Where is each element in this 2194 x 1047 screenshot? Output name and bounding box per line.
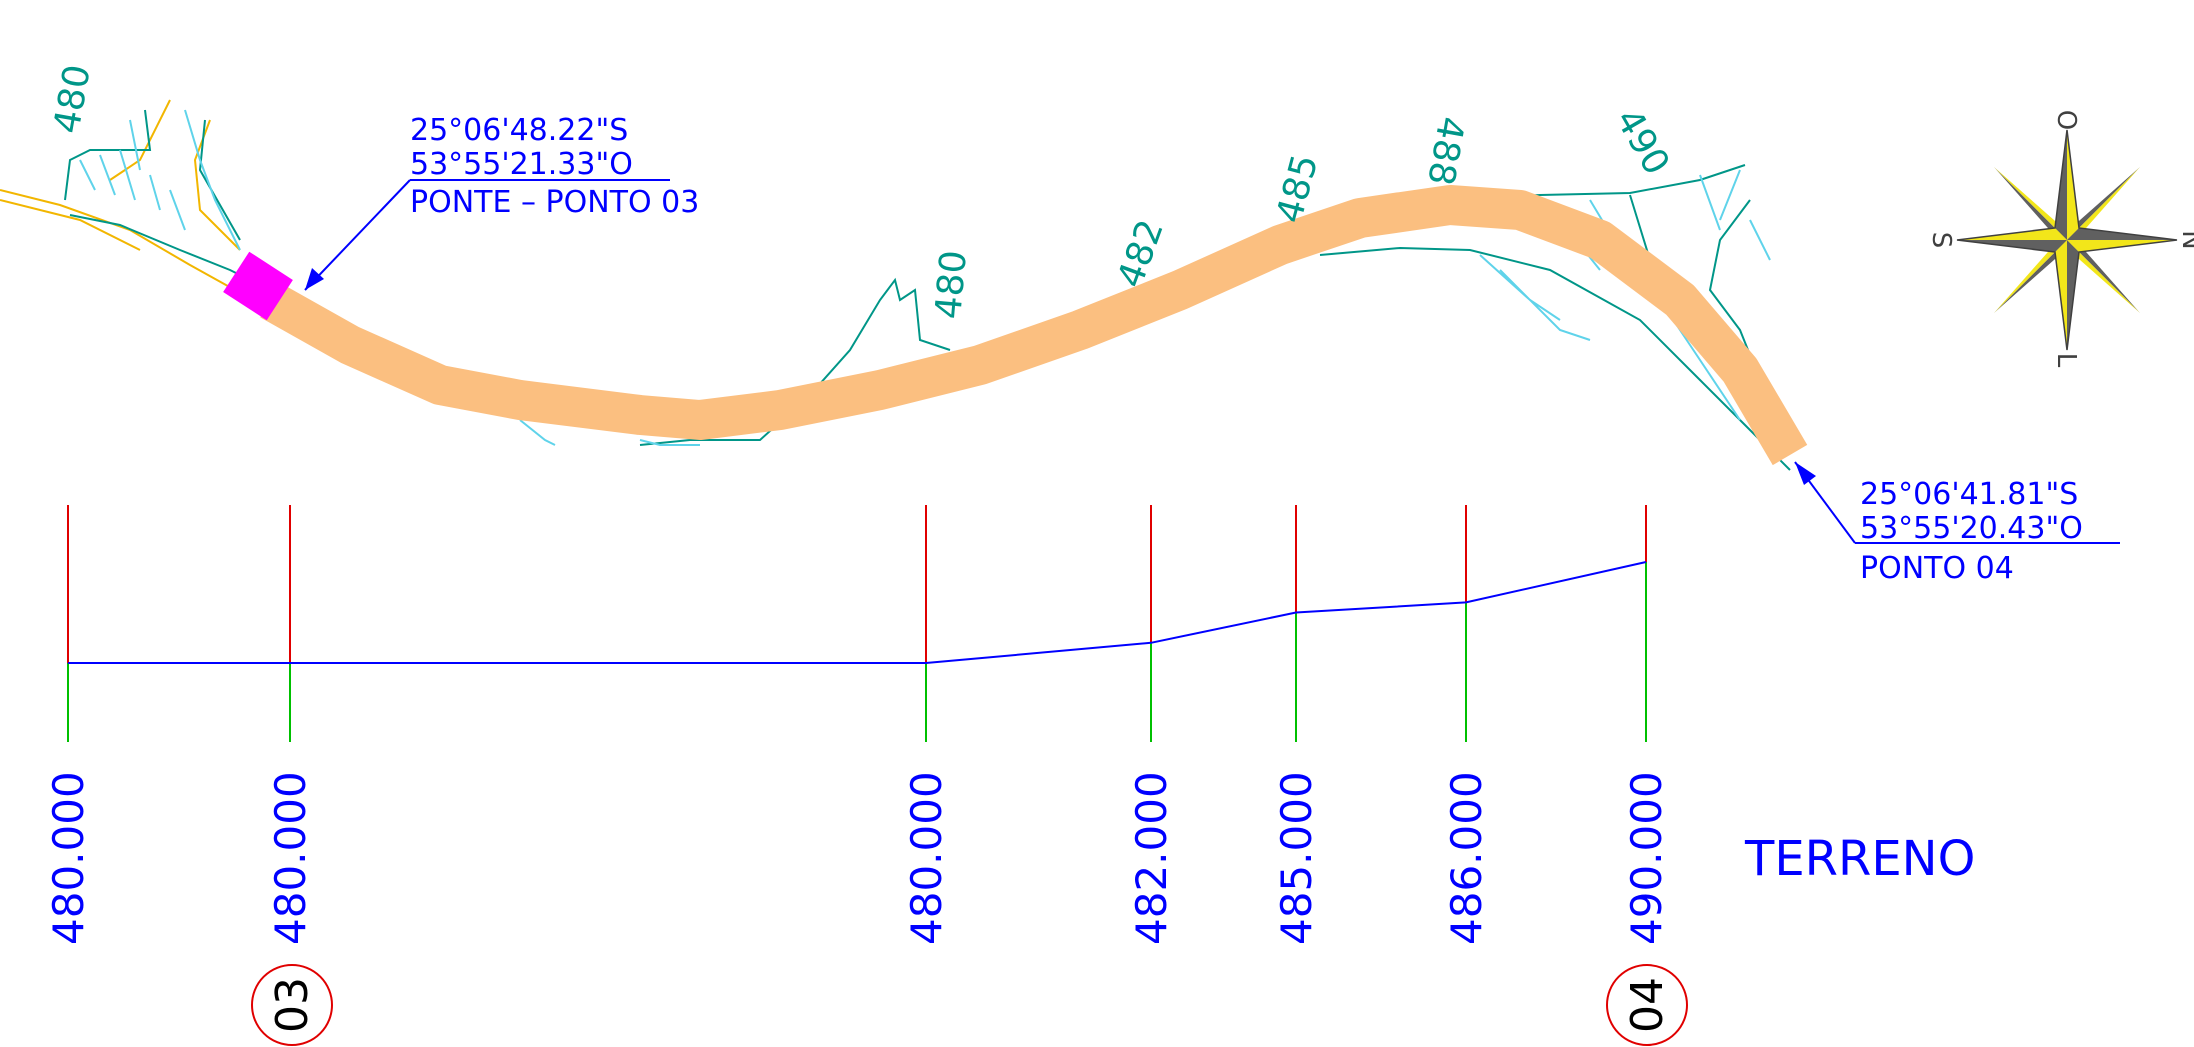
contour-label: 488	[1419, 113, 1471, 188]
compass-north-label: N	[2176, 230, 2194, 249]
start-longitude: 53°55'21.33"O	[410, 147, 633, 182]
station-elevation-label: 486.000	[1442, 771, 1491, 945]
compass-south-label: S	[1926, 232, 1956, 249]
contour-label: 490	[1607, 102, 1677, 182]
point-marker-label: 03	[267, 977, 318, 1033]
point-marker-03: 03	[251, 964, 333, 1046]
contour-label: 480	[928, 249, 975, 321]
station-elevation-label: 485.000	[1272, 771, 1321, 945]
point-marker-04: 04	[1606, 964, 1688, 1046]
elevation-labels: 480.000 480.000 480.000 482.000 485.000 486.0…	[44, 771, 1671, 945]
compass-east-label: L	[2051, 353, 2081, 368]
start-label: PONTE – PONTO 03	[410, 185, 699, 220]
end-latitude: 25°06'41.81"S	[1860, 477, 2078, 512]
station-elevation-label: 490.000	[1622, 771, 1671, 945]
end-callout: 25°06'41.81"S 53°55'20.43"O PONTO 04	[1794, 461, 2120, 586]
road-alignment	[260, 185, 1808, 466]
end-label: PONTO 04	[1860, 551, 2014, 586]
profile-ticks	[67, 505, 1647, 742]
contour-label: 480	[46, 62, 98, 137]
compass-west-label: O	[2051, 110, 2081, 130]
station-elevation-label: 480.000	[44, 771, 93, 945]
station-elevation-label: 480.000	[266, 771, 315, 945]
start-latitude: 25°06'48.22"S	[410, 113, 628, 148]
profile-title: TERRENO	[1744, 831, 1975, 887]
end-longitude: 53°55'20.43"O	[1860, 511, 2083, 546]
station-elevation-label: 480.000	[902, 771, 951, 945]
station-elevation-label: 482.000	[1127, 771, 1176, 945]
point-marker-label: 04	[1622, 977, 1673, 1033]
compass-rose: O L S N	[1926, 110, 2194, 368]
bridge-marker	[223, 251, 293, 321]
terrain-profile-line	[68, 561, 1647, 664]
start-callout: 25°06'48.22"S 53°55'21.33"O PONTE – PONT…	[304, 113, 699, 291]
terrain-linework	[0, 99, 1791, 471]
